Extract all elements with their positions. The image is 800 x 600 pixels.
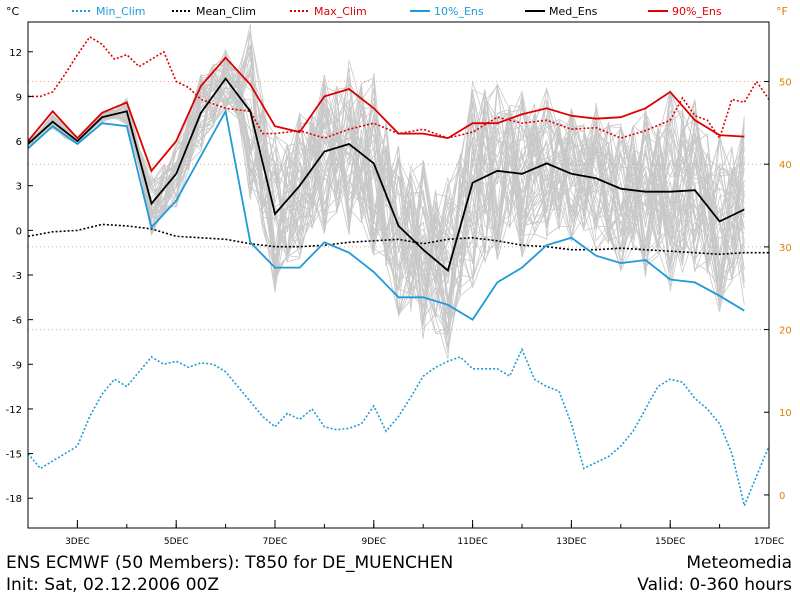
y-tick-label: -9 (12, 360, 22, 371)
y-right-tick-label: 0 (779, 491, 785, 502)
y-tick-label: -3 (12, 271, 22, 282)
valid-range: Valid: 0-360 hours (637, 575, 792, 595)
series-line-10-ens (27, 108, 745, 321)
plot-background (28, 22, 769, 528)
y-tick-label: -12 (6, 405, 22, 416)
init-time: Init: Sat, 02.12.2006 00Z (6, 575, 220, 595)
chart-title: ENS ECMWF (50 Members): T850 for DE_MUEN… (6, 553, 454, 573)
legend-label: 90%_Ens (672, 5, 722, 18)
right-unit-label: °F (776, 5, 788, 18)
y-tick-label: 12 (9, 48, 22, 59)
legend-label: Max_Clim (314, 5, 367, 18)
y-right-tick-label: 10 (779, 408, 792, 419)
y-tick-label: -6 (12, 316, 22, 327)
x-tick-label: 5DEC (164, 537, 189, 547)
ensemble-member-line (27, 58, 745, 336)
y-right-tick-label: 30 (779, 243, 792, 254)
t850-ensemble-chart: -18 -15 -12 -9 -6 -3 0 3 6 9 12 0 10 20 30 40 50 3DEC 5DEC… (6, 5, 792, 547)
series-line-90-ens (27, 56, 745, 173)
x-tick-label: 3DEC (65, 537, 90, 547)
y-right-tick-label: 40 (779, 160, 792, 171)
legend-label: Med_Ens (549, 5, 598, 18)
legend-label: Min_Clim (96, 5, 146, 18)
series-line-mean-clim (27, 223, 769, 256)
x-tick-label: 15DEC (655, 537, 685, 547)
series-line-max-clim (28, 35, 770, 140)
brand-label: Meteomedia (686, 553, 792, 573)
left-unit-label: °C (6, 5, 20, 18)
series-line-min-clim (27, 347, 770, 509)
ensemble-member-line (27, 50, 745, 348)
ensemble-member-line (27, 76, 745, 321)
legend-label: 10%_Ens (434, 5, 484, 18)
y-right-tick-label: 50 (779, 78, 792, 89)
x-tick-label: 7DEC (263, 537, 288, 547)
ensemble-member-line (27, 69, 745, 302)
axes: -18 -15 -12 -9 -6 -3 0 3 6 9 12 0 10 20 30 40 50 3DEC 5DEC… (6, 48, 792, 547)
y-tick-label: 3 (16, 182, 22, 193)
y-tick-label: 6 (16, 137, 22, 148)
x-tick-label: 17DEC (754, 537, 784, 547)
x-tick-label: 9DEC (361, 537, 386, 547)
y-tick-label: -18 (6, 494, 22, 505)
ensemble-member-line (27, 85, 745, 304)
series-lines (27, 35, 770, 509)
y-right-tick-label: 20 (779, 326, 792, 337)
series-line-med-ens (27, 77, 745, 273)
y-tick-label: 0 (16, 226, 22, 237)
x-tick-label: 13DEC (556, 537, 586, 547)
y-tick-label: -15 (6, 450, 22, 461)
x-tick-label: 11DEC (457, 537, 487, 547)
y-tick-label: 9 (16, 92, 22, 103)
legend: Min_Clim Mean_Clim Max_Clim 10%_Ens Med_Ens 9… (72, 5, 722, 18)
legend-label: Mean_Clim (196, 5, 256, 18)
